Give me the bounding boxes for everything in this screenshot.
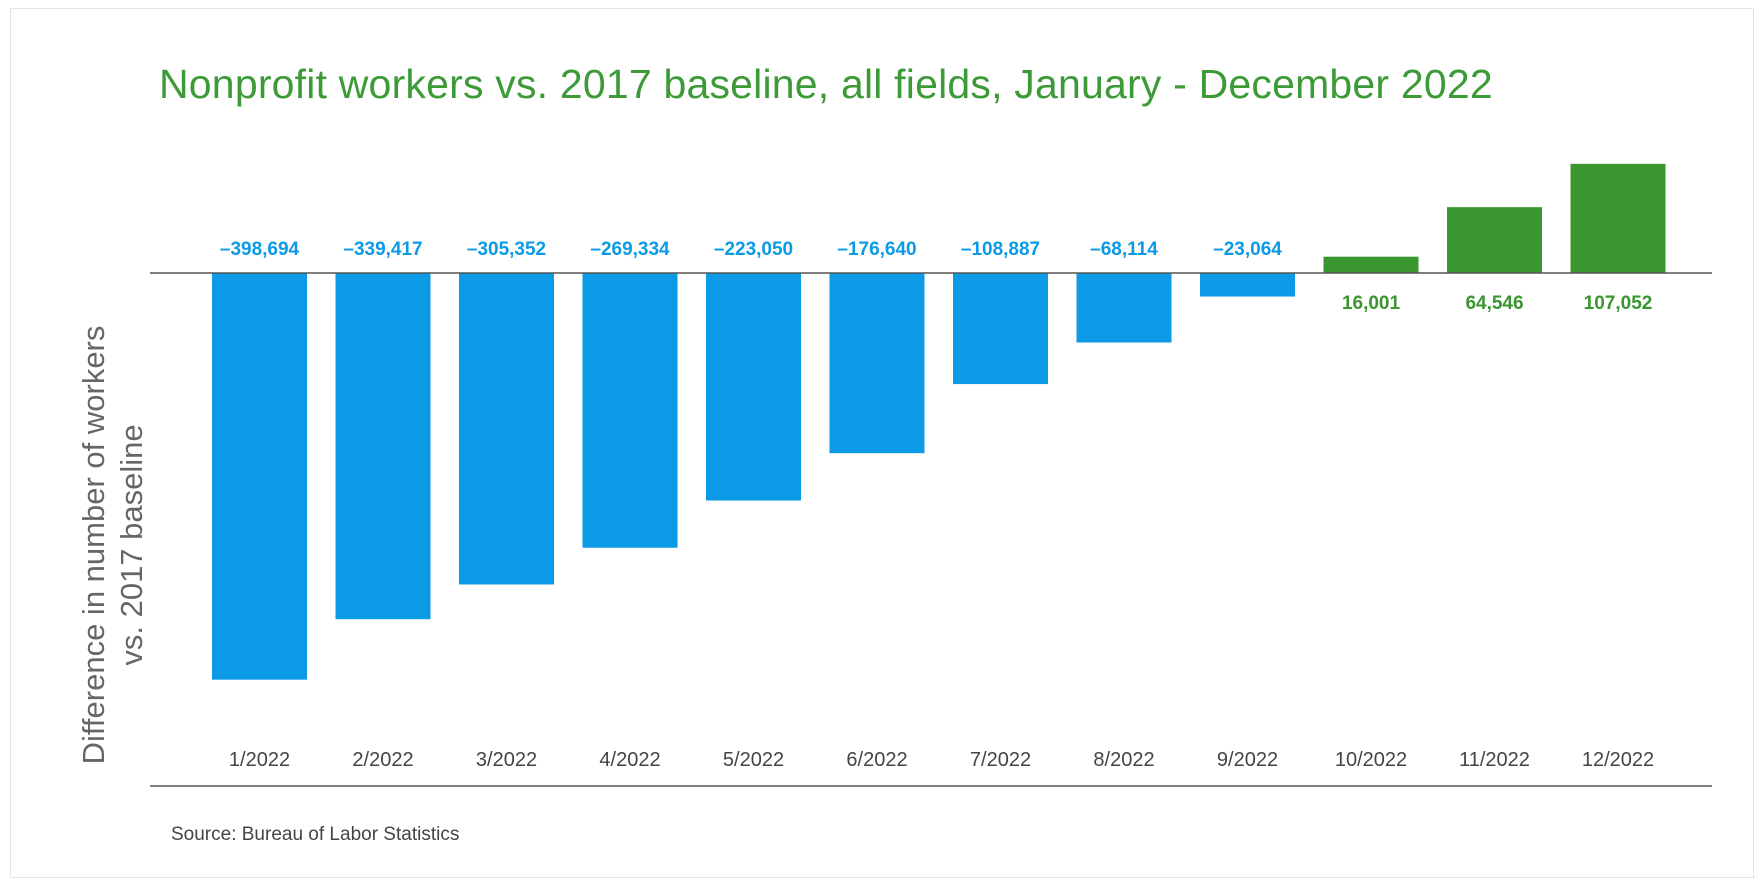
bar-11/2022 — [1447, 207, 1542, 273]
bar-5/2022 — [706, 273, 801, 501]
x-tick-label-12/2022: 12/2022 — [1582, 749, 1654, 771]
data-label-3/2022: –305,352 — [467, 239, 546, 260]
data-label-4/2022: –269,334 — [590, 239, 670, 260]
x-tick-label-1/2022: 1/2022 — [229, 749, 290, 771]
x-tick-label-3/2022: 3/2022 — [476, 749, 537, 771]
bar-12/2022 — [1570, 163, 1666, 273]
bar-10/2022 — [1323, 256, 1419, 273]
bar-9/2022 — [1200, 273, 1295, 297]
x-tick-label-8/2022: 8/2022 — [1093, 749, 1154, 771]
bar-1/2022 — [212, 273, 307, 680]
data-label-9/2022: –23,064 — [1213, 239, 1282, 260]
data-label-5/2022: –223,050 — [714, 239, 793, 260]
x-tick-label-11/2022: 11/2022 — [1459, 749, 1530, 771]
source-note: Source: Bureau of Labor Statistics — [171, 824, 460, 845]
data-label-8/2022: –68,114 — [1090, 239, 1158, 260]
x-tick-label-4/2022: 4/2022 — [599, 749, 660, 771]
x-tick-label-2/2022: 2/2022 — [352, 749, 413, 771]
bar-8/2022 — [1076, 273, 1172, 343]
data-label-6/2022: –176,640 — [837, 239, 916, 260]
x-tick-label-9/2022: 9/2022 — [1217, 749, 1278, 771]
bar-2/2022 — [335, 273, 431, 620]
chart-title: Nonprofit workers vs. 2017 baseline, all… — [159, 61, 1493, 107]
data-label-2/2022: –339,417 — [343, 239, 422, 260]
data-label-7/2022: –108,887 — [961, 239, 1040, 260]
x-tick-label-10/2022: 10/2022 — [1335, 749, 1407, 771]
x-tick-label-6/2022: 6/2022 — [846, 749, 907, 771]
x-tick-label-7/2022: 7/2022 — [970, 749, 1031, 771]
x-tick-label-5/2022: 5/2022 — [723, 749, 784, 771]
data-label-1/2022: –398,694 — [220, 239, 300, 260]
bar-6/2022 — [829, 273, 925, 454]
data-label-10/2022: 16,001 — [1342, 293, 1401, 314]
bar-4/2022 — [582, 273, 678, 548]
data-label-11/2022: 64,546 — [1465, 293, 1523, 314]
bar-7/2022 — [953, 273, 1048, 385]
data-label-12/2022: 107,052 — [1584, 293, 1653, 314]
bar-3/2022 — [459, 273, 554, 585]
